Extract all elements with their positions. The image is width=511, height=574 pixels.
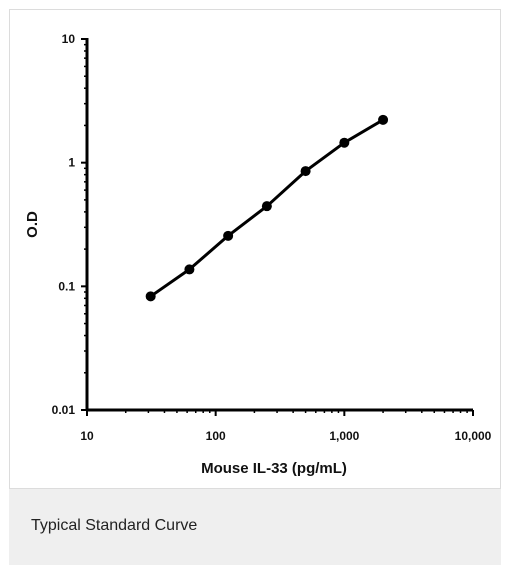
data-point [378, 114, 389, 125]
caption-box: Typical Standard Curve [9, 489, 501, 565]
x-tick-label: 10,000 [455, 429, 492, 443]
chart-frame: 10 100 1,000 10,000 0.01 0.1 1 10 Mouse IL-33 (p… [9, 9, 501, 489]
data-point [339, 137, 350, 148]
y-tick-label: 10 [62, 32, 76, 46]
data-point [261, 201, 272, 212]
x-tick-label: 1,000 [329, 429, 359, 443]
y-tick-label: 0.01 [52, 403, 76, 417]
chart: 10 100 1,000 10,000 0.01 0.1 1 10 Mouse IL-33 (p… [24, 32, 492, 477]
data-point [300, 166, 311, 177]
x-tick-label: 10 [80, 429, 94, 443]
data-point [145, 291, 156, 302]
x-axis-title: Mouse IL-33 (pg/mL) [201, 460, 347, 477]
data-point [184, 264, 195, 275]
y-axis-title: O.D [24, 211, 41, 238]
y-tick-label: 0.1 [58, 279, 75, 293]
y-tick-label: 1 [68, 156, 75, 170]
data-point [223, 230, 234, 241]
x-tick-label: 100 [206, 429, 226, 443]
figure-caption: Typical Standard Curve [31, 517, 198, 534]
